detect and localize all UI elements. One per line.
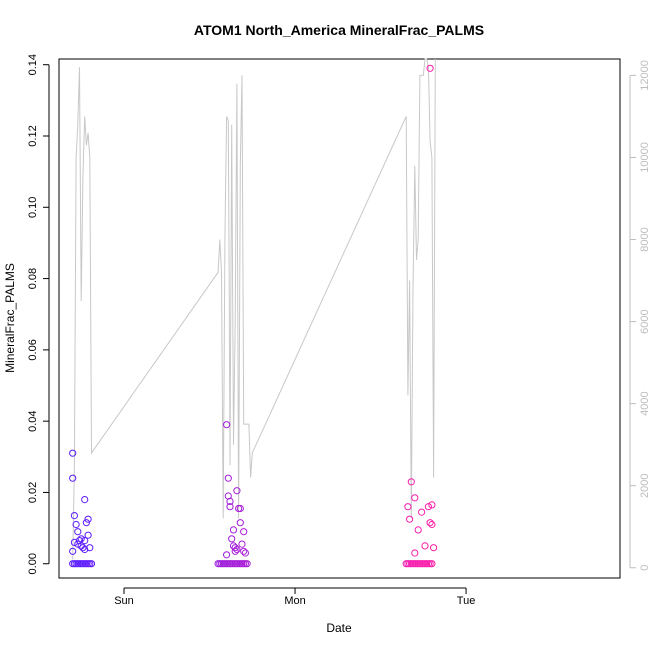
data-point xyxy=(224,474,232,482)
data-point xyxy=(240,528,248,536)
x-tick-label: Tue xyxy=(457,595,476,607)
data-point xyxy=(418,508,426,516)
data-point xyxy=(226,503,234,511)
data-point xyxy=(404,503,412,511)
altitude-line xyxy=(72,58,436,560)
data-point xyxy=(81,496,89,504)
y2-tick-label: 10000 xyxy=(639,142,650,173)
y2-tick-label: 8000 xyxy=(639,227,650,251)
data-point xyxy=(407,478,415,486)
y-tick-label: 0.00 xyxy=(27,553,39,574)
y-axis-label: MineralFrac_PALMS xyxy=(3,263,17,373)
data-point xyxy=(77,535,85,543)
data-point xyxy=(411,549,419,557)
data-point xyxy=(81,545,89,554)
data-point xyxy=(231,544,239,552)
data-point xyxy=(414,526,422,534)
y-tick-label: 0.04 xyxy=(27,410,39,431)
y-tick-label: 0.06 xyxy=(27,339,39,360)
data-point xyxy=(79,544,87,552)
data-point xyxy=(233,487,241,495)
data-point xyxy=(424,503,432,511)
data-point xyxy=(236,504,244,513)
data-point xyxy=(223,551,231,559)
data-point xyxy=(229,526,238,534)
data-point xyxy=(236,519,244,527)
y-tick-label: 0.08 xyxy=(27,268,39,289)
data-point xyxy=(426,64,434,72)
point-series xyxy=(69,64,438,568)
y-tick-label: 0.02 xyxy=(27,482,39,503)
x-axis-label: Date xyxy=(326,621,352,635)
data-point xyxy=(426,519,434,527)
y2-tick-label: 12000 xyxy=(639,60,650,91)
data-point xyxy=(428,520,436,529)
data-point xyxy=(240,547,248,555)
data-point xyxy=(243,560,251,568)
data-point xyxy=(72,520,80,529)
data-point xyxy=(69,547,77,555)
data-point xyxy=(86,544,94,552)
data-point xyxy=(81,537,89,545)
y2-tick-label: 4000 xyxy=(639,391,650,415)
axes: 0.00 0.02 0.04 0.06 0.08 0.10 0.12 0.14 0 2000 400… xyxy=(27,54,650,607)
y2-tick-label: 2000 xyxy=(639,473,650,497)
y-tick-label: 0.12 xyxy=(27,125,39,146)
data-point xyxy=(74,540,82,548)
y-tick-label: 0.14 xyxy=(27,54,39,75)
line-series xyxy=(72,58,436,560)
data-point xyxy=(421,542,429,550)
data-point xyxy=(226,497,234,505)
data-point xyxy=(69,474,77,482)
data-point xyxy=(69,449,77,457)
x-tick-label: Sun xyxy=(114,595,134,607)
y-tick-label: 0.10 xyxy=(27,197,39,218)
data-point xyxy=(241,549,249,557)
y2-tick-label: 0 xyxy=(639,565,650,571)
data-point xyxy=(84,515,92,523)
data-point xyxy=(411,494,419,502)
plot-frame xyxy=(58,58,621,579)
data-point xyxy=(223,421,231,429)
data-point xyxy=(82,519,91,527)
data-point xyxy=(238,540,246,548)
data-point xyxy=(87,560,96,568)
data-point xyxy=(228,535,236,543)
data-point xyxy=(70,512,79,520)
chart-title: ATOM1 North_America MineralFrac_PALMS xyxy=(194,22,484,38)
data-point xyxy=(70,538,79,547)
data-point xyxy=(84,531,92,539)
data-point xyxy=(430,544,438,552)
y2-tick-label: 6000 xyxy=(639,309,650,333)
data-point xyxy=(406,515,414,523)
data-point xyxy=(74,528,82,536)
data-point xyxy=(231,547,239,555)
data-point xyxy=(428,560,436,568)
data-point xyxy=(428,501,436,509)
x-tick-label: Mon xyxy=(284,595,305,607)
data-point xyxy=(233,545,241,554)
